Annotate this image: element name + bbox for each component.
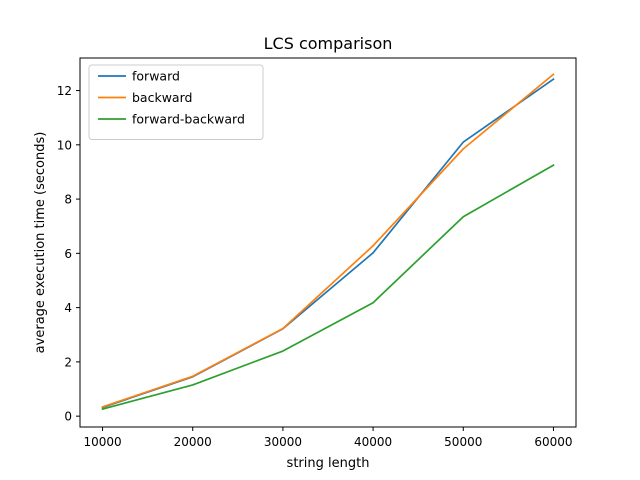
y-tick-label: 12 — [57, 84, 72, 98]
legend-label-backward: backward — [132, 90, 192, 105]
x-tick-label: 20000 — [174, 435, 212, 449]
y-tick-label: 2 — [64, 355, 72, 369]
x-axis-label: string length — [287, 456, 370, 471]
x-tick-label: 30000 — [264, 435, 302, 449]
y-tick-label: 10 — [57, 138, 72, 152]
y-axis-label: average execution time (seconds) — [33, 132, 48, 354]
series-line-backward — [101, 73, 555, 408]
y-tick-label: 6 — [64, 247, 72, 261]
x-tick-label: 50000 — [444, 435, 482, 449]
legend: forward backward forward-backward — [88, 64, 264, 140]
y-tick-label: 0 — [64, 410, 72, 424]
axes-frame — [79, 57, 577, 428]
legend-box — [88, 64, 264, 140]
legend-label-forward-backward: forward-backward — [132, 112, 245, 127]
x-tick-label: 10000 — [83, 435, 121, 449]
y-tick-label: 4 — [64, 301, 72, 315]
y-tick-label: 8 — [64, 193, 72, 207]
series-line-forward-backward — [101, 164, 555, 411]
x-tick-label: 40000 — [354, 435, 392, 449]
chart-title: LCS comparison — [264, 34, 393, 53]
x-tick-label: 60000 — [534, 435, 572, 449]
legend-label-forward: forward — [132, 69, 180, 84]
plot-area: 10000 20000 30000 40000 50000 60000 0 2 4 6 8 10 12 — [57, 73, 573, 449]
